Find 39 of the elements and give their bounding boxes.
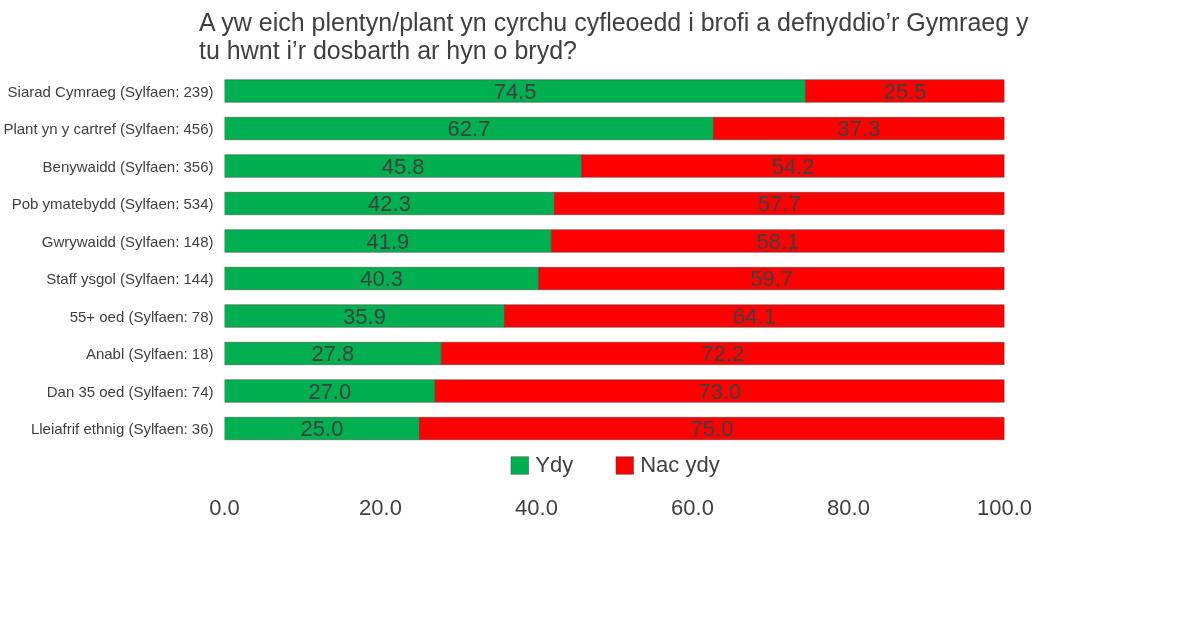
data-label: 35.9 <box>343 303 386 329</box>
data-label: 73.0 <box>698 378 742 404</box>
data-label: 27.8 <box>311 341 355 366</box>
x-tick-label: 20.0 <box>359 494 402 520</box>
data-label: 72.2 <box>701 341 745 366</box>
data-label: 58.1 <box>756 228 800 254</box>
x-tick-label: 80.0 <box>827 494 870 520</box>
data-label: 64.1 <box>733 303 776 329</box>
x-tick-label: 40.0 <box>515 494 558 520</box>
data-label: 62.7 <box>447 116 491 141</box>
y-tick-label: Staff ysgol (Sylfaen: 144) <box>46 270 214 287</box>
data-label: 42.3 <box>368 191 411 216</box>
y-tick-label: Benywaidd (Sylfaen: 356) <box>42 157 214 175</box>
y-tick-label: Gwrywaidd (Sylfaen: 148) <box>41 232 214 250</box>
data-label: 75.0 <box>690 416 734 441</box>
x-tick-label: 100.0 <box>976 494 1033 520</box>
data-label: 27.0 <box>308 378 352 404</box>
data-label: 37.3 <box>837 116 881 141</box>
data-label: 25.0 <box>300 416 344 441</box>
data-label: 25.5 <box>883 78 927 104</box>
chart-title: A yw eich plentyn/plant yn cyrchu cyfleoedd i brofi a defnyddio’r Gymraeg y tu hwnt i’r dosbarth ar hyn o bryd? <box>199 7 1030 64</box>
data-label: 59.7 <box>750 266 794 291</box>
y-tick-label: Plant yn y cartref (Sylfaen: 456) <box>3 120 214 137</box>
data-label: 41.9 <box>366 228 410 254</box>
data-label: 40.3 <box>360 266 404 291</box>
data-label: 57.7 <box>758 191 801 216</box>
y-tick-label: Pob ymatebydd (Sylfaen: 534) <box>11 195 214 212</box>
y-tick-label: Anabl (Sylfaen: 18) <box>85 345 214 362</box>
data-label: 54.2 <box>771 153 815 179</box>
x-tick-label: 0.0 <box>209 494 240 520</box>
x-tick-label: 60.0 <box>671 494 714 520</box>
data-label: 74.5 <box>493 78 537 104</box>
y-tick-label: Dan 35 oed (Sylfaen: 74) <box>46 382 214 400</box>
data-label: 45.8 <box>381 153 425 179</box>
y-tick-label: 55+ oed (Sylfaen: 78) <box>69 307 214 325</box>
y-tick-label: Lleiafrif ethnig (Sylfaen: 36) <box>30 420 214 437</box>
legend-label: Nac ydy <box>640 452 720 478</box>
y-tick-label: Siarad Cymraeg (Sylfaen: 239) <box>7 82 214 100</box>
legend-label: Ydy <box>535 452 574 478</box>
